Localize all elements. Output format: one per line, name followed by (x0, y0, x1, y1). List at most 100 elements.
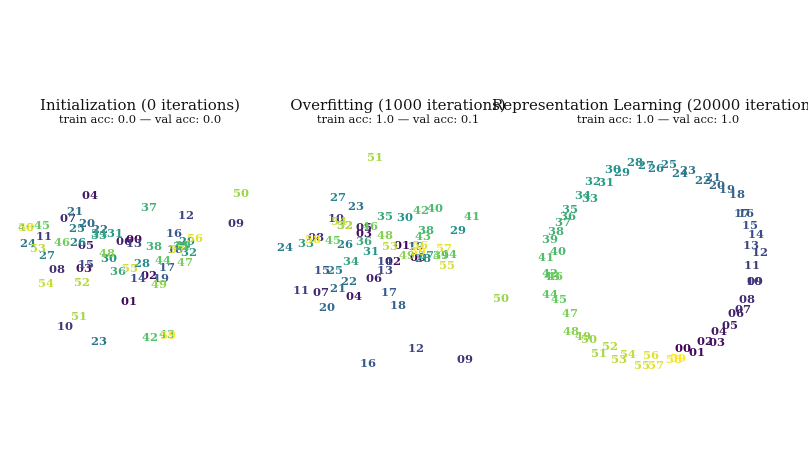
point-label-54: 54 (620, 347, 636, 361)
point-label-00: 00 (675, 341, 691, 355)
point-label-00: 00 (126, 232, 142, 246)
point-label-34: 34 (575, 188, 591, 202)
point-label-02: 02 (385, 254, 401, 268)
point-label-49: 49 (399, 248, 415, 262)
point-label-27: 27 (330, 190, 346, 204)
point-label-58: 58 (666, 352, 682, 366)
point-label-11: 11 (744, 258, 760, 272)
panel-title: Initialization (0 iterations) (40, 96, 240, 114)
point-label-42: 42 (542, 266, 558, 280)
point-layer: 0001020304050607080910111213141516171819… (538, 155, 768, 372)
point-label-34: 34 (343, 254, 359, 268)
point-label-39: 39 (542, 232, 558, 246)
point-label-22: 22 (695, 173, 711, 187)
point-label-40: 40 (18, 220, 34, 234)
point-label-01: 01 (689, 345, 705, 359)
point-label-39: 39 (433, 248, 449, 262)
point-label-35: 35 (562, 202, 578, 216)
point-label-14: 14 (130, 271, 146, 285)
point-label-52: 52 (602, 339, 618, 353)
point-label-12: 12 (752, 245, 768, 259)
point-label-37: 37 (418, 248, 434, 262)
point-label-38: 38 (548, 224, 564, 238)
point-label-06: 06 (116, 234, 132, 248)
point-label-53: 53 (382, 239, 398, 253)
point-label-28: 28 (415, 251, 431, 265)
point-label-41: 41 (174, 239, 190, 253)
point-label-34: 34 (91, 226, 107, 240)
point-label-25: 25 (69, 221, 85, 235)
point-label-26: 26 (70, 235, 86, 249)
point-label-55: 55 (122, 261, 138, 275)
point-label-08: 08 (739, 292, 755, 306)
point-label-59: 59 (160, 328, 176, 342)
point-label-25: 25 (327, 263, 343, 277)
point-label-01: 01 (121, 294, 137, 308)
point-label-22: 22 (341, 274, 357, 288)
point-label-16: 16 (360, 356, 376, 370)
point-label-50: 50 (581, 332, 597, 346)
point-label-02: 02 (697, 334, 713, 348)
point-label-09: 09 (228, 216, 244, 230)
point-label-54: 54 (38, 276, 54, 290)
point-label-37: 37 (555, 215, 571, 229)
point-label-36: 36 (356, 234, 372, 248)
point-label-07: 07 (60, 211, 76, 225)
point-label-44: 44 (441, 247, 457, 261)
panel-initialization: Initialization (0 iterations) train acc:… (18, 96, 249, 348)
point-label-48: 48 (563, 324, 579, 338)
panel-overfitting: Overfitting (1000 iterations) train acc:… (277, 96, 509, 370)
point-label-15: 15 (742, 218, 758, 232)
point-label-04: 04 (346, 289, 362, 303)
point-label-20: 20 (79, 216, 95, 230)
point-label-51: 51 (367, 150, 383, 164)
point-label-16: 16 (738, 206, 754, 220)
point-label-57: 57 (169, 242, 185, 256)
point-label-58: 58 (305, 232, 321, 246)
point-label-43: 43 (544, 269, 560, 283)
point-label-21: 21 (705, 170, 721, 184)
point-label-35: 35 (173, 239, 189, 253)
point-label-57: 57 (648, 358, 664, 372)
panel-representation-learning: Representation Learning (20000 iteration… (492, 96, 808, 372)
point-label-57: 57 (436, 241, 452, 255)
point-label-40: 40 (550, 244, 566, 258)
point-label-11: 11 (36, 229, 52, 243)
point-label-05: 05 (722, 318, 738, 332)
point-label-30: 30 (605, 162, 621, 176)
point-label-06: 06 (728, 306, 744, 320)
point-label-12: 12 (408, 341, 424, 355)
point-label-27: 27 (638, 158, 654, 172)
point-label-28: 28 (627, 155, 643, 169)
point-label-00: 00 (410, 250, 426, 264)
point-label-06: 06 (366, 271, 382, 285)
point-label-15: 15 (314, 263, 330, 277)
point-label-13: 13 (743, 238, 759, 252)
panel-title: Representation Learning (20000 iteration… (492, 96, 808, 114)
point-label-56: 56 (412, 238, 428, 252)
point-label-55: 55 (634, 358, 650, 372)
point-label-42: 42 (142, 330, 158, 344)
point-label-20: 20 (319, 300, 335, 314)
point-label-56: 56 (643, 348, 659, 362)
point-label-48: 48 (99, 246, 115, 260)
point-label-32: 32 (181, 245, 197, 259)
point-label-49: 49 (575, 329, 591, 343)
point-layer: 0001020304050607080910111213141516171819… (277, 150, 509, 370)
point-label-15: 15 (78, 257, 94, 271)
point-label-19: 19 (408, 239, 424, 253)
panel-subtitle: train acc: 1.0 — val acc: 1.0 (577, 112, 739, 126)
point-label-52: 52 (337, 218, 353, 232)
point-label-08: 08 (49, 262, 65, 276)
point-label-46: 46 (54, 235, 70, 249)
point-label-45: 45 (325, 233, 341, 247)
point-label-10: 10 (57, 319, 73, 333)
point-label-40: 40 (427, 201, 443, 215)
point-label-47: 47 (562, 306, 578, 320)
point-label-02: 02 (141, 268, 157, 282)
point-label-13: 13 (126, 236, 142, 250)
point-label-21: 21 (330, 281, 346, 295)
point-label-05: 05 (356, 220, 372, 234)
point-label-27: 27 (39, 248, 55, 262)
